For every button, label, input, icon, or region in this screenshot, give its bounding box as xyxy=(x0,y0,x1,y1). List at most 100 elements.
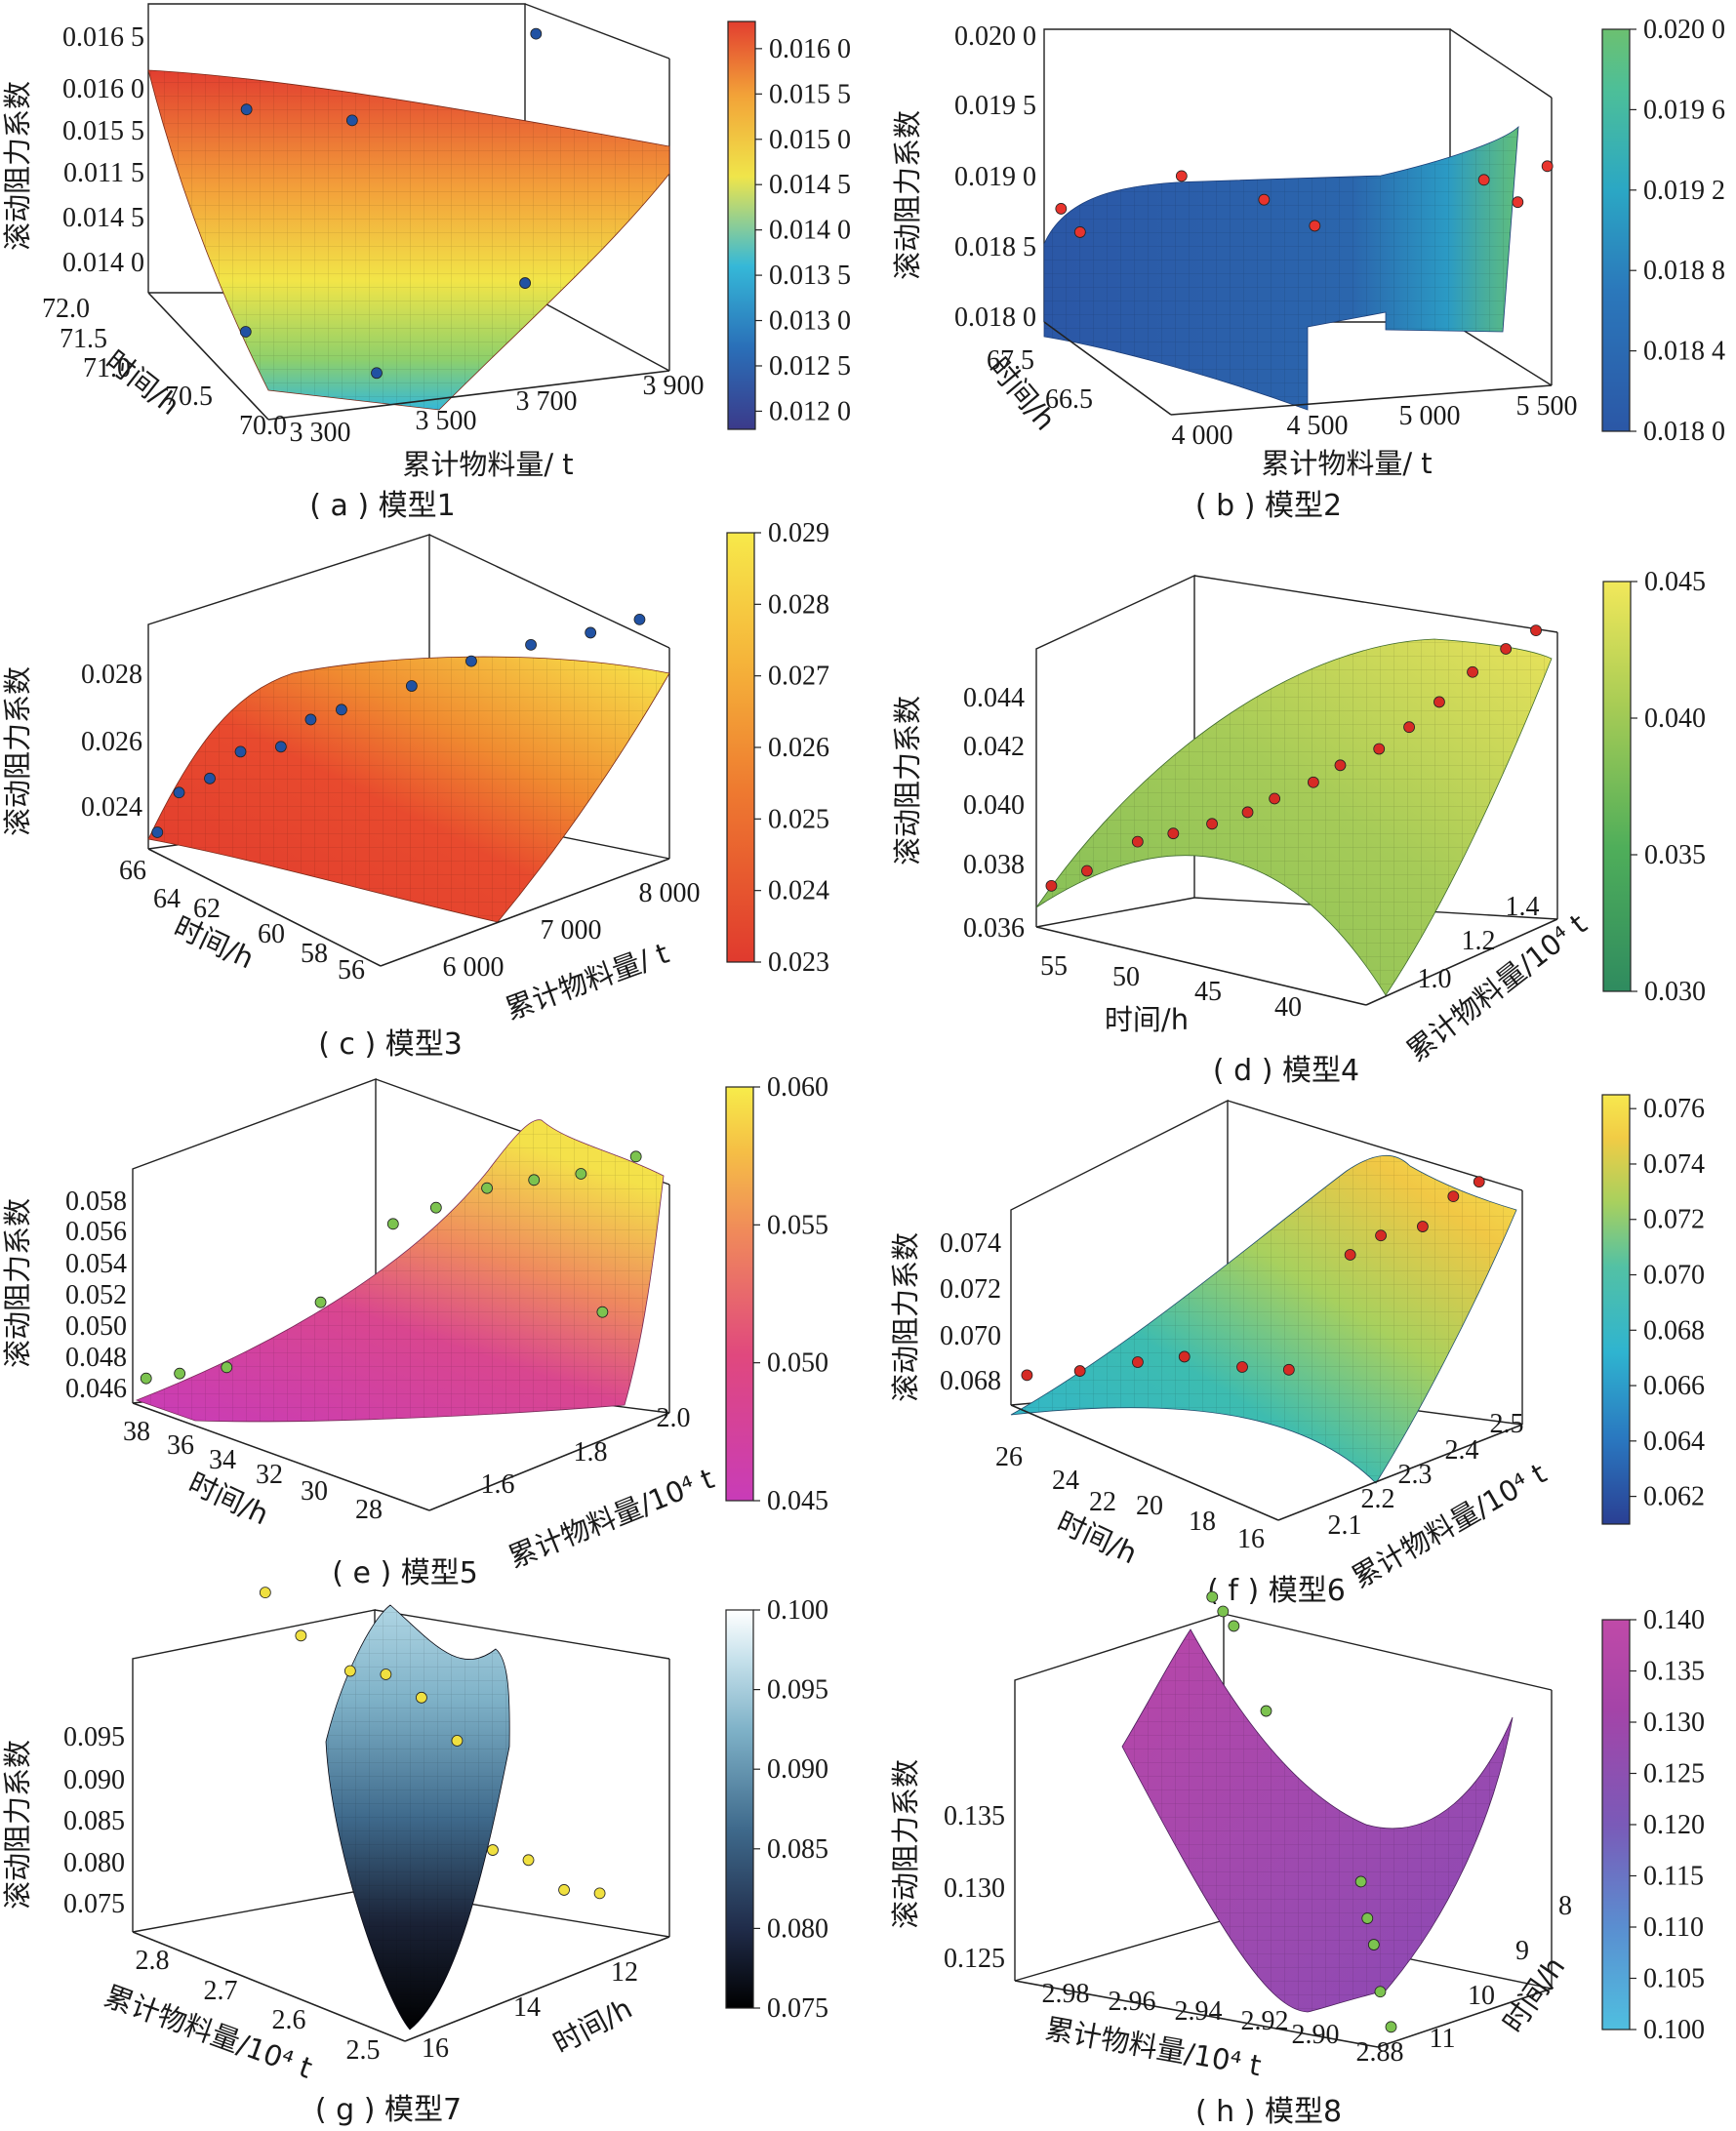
panel-a-xtick-0: 3 300 xyxy=(290,418,351,448)
colorbar-tick-label: 0.110 xyxy=(1643,1912,1704,1943)
data-point xyxy=(304,713,317,726)
panel-d-ztick-1: 0.038 xyxy=(963,850,1025,880)
panel-b-ztick-3: 0.019 5 xyxy=(954,91,1036,121)
panel-b-xtick-3: 5 500 xyxy=(1516,391,1578,422)
data-point xyxy=(1361,1912,1374,1924)
data-point xyxy=(1073,226,1086,238)
panel-e-ztick-6: 0.058 xyxy=(65,1186,127,1217)
colorbar-tick-label: 0.015 0 xyxy=(769,125,851,155)
panel-e-ytick-3: 34 xyxy=(209,1445,236,1475)
colorbar-tick-label: 0.135 xyxy=(1643,1657,1705,1687)
panel-h-zlabel: 滚动阻力系数 xyxy=(889,1759,922,1929)
panel-b-ztick-1: 0.018 5 xyxy=(954,232,1036,262)
colorbar-tick-label: 0.064 xyxy=(1643,1427,1705,1457)
panel-g: 0.095 0.090 0.085 0.080 0.075 滚动阻力系数 2.8… xyxy=(1,1587,828,2127)
data-point xyxy=(1167,827,1180,840)
panel-d-ztick-2: 0.040 xyxy=(963,790,1025,821)
panel-a-ztick-0: 0.014 0 xyxy=(62,248,144,278)
colorbar-tick-label: 0.019 2 xyxy=(1643,176,1725,206)
data-point xyxy=(1447,1190,1460,1203)
colorbar-tick-label: 0.020 0 xyxy=(1643,15,1725,45)
panel-a-ztick-4: 0.016 0 xyxy=(62,74,144,104)
colorbar-tick-label: 0.140 xyxy=(1643,1605,1705,1635)
panel-e-ztick-1: 0.048 xyxy=(65,1343,127,1373)
colorbar-tick-label: 0.013 5 xyxy=(769,261,851,291)
panel-d-colorbar-ticks: 0.030 0.035 0.040 0.045 xyxy=(1631,567,1706,1007)
colorbar-tick-label: 0.060 xyxy=(767,1072,828,1103)
colorbar-tick-label: 0.075 xyxy=(767,1993,828,2024)
data-point xyxy=(295,1629,307,1642)
data-point xyxy=(140,1372,152,1385)
panel-h-colorbar xyxy=(1601,1619,1631,2030)
colorbar-tick-label: 0.026 xyxy=(768,733,829,763)
panel-d-xtick-0: 1.0 xyxy=(1418,964,1452,994)
panel-a-ytick-3: 71.5 xyxy=(60,324,107,354)
panel-a-ytick-0: 70.0 xyxy=(239,411,287,441)
panel-d-caption: ( d ) 模型4 xyxy=(1213,1054,1359,1088)
data-point xyxy=(481,1182,493,1194)
panel-f-xtick-0: 2.1 xyxy=(1328,1510,1362,1541)
panel-a-xtick-1: 3 500 xyxy=(416,406,477,436)
panel-d-xtick-1: 1.2 xyxy=(1462,926,1496,956)
panel-f-ztick-1: 0.070 xyxy=(940,1321,1001,1351)
panel-b-zlabel: 滚动阻力系数 xyxy=(891,110,924,280)
panel-e-colorbar-ticks: 0.045 0.050 0.055 0.060 xyxy=(753,1072,828,1516)
colorbar-tick-label: 0.072 xyxy=(1643,1205,1705,1235)
panel-f-ytick-3: 22 xyxy=(1089,1487,1116,1517)
data-point xyxy=(528,1174,541,1186)
panel-b-xtick-0: 4 000 xyxy=(1172,421,1233,451)
panel-d-ytick-2: 50 xyxy=(1112,962,1140,992)
data-point xyxy=(1473,1176,1485,1188)
panel-e-ztick-2: 0.050 xyxy=(65,1311,127,1342)
data-point xyxy=(1269,792,1281,805)
colorbar-tick-label: 0.018 8 xyxy=(1643,256,1725,286)
panel-e-ytick-1: 30 xyxy=(301,1476,328,1507)
colorbar-tick-label: 0.070 xyxy=(1643,1261,1705,1291)
colorbar-tick-label: 0.095 xyxy=(767,1675,828,1706)
data-point xyxy=(1236,1361,1248,1373)
data-point xyxy=(451,1735,464,1747)
panel-g-zlabel: 滚动阻力系数 xyxy=(1,1740,34,1910)
colorbar-tick-label: 0.012 0 xyxy=(769,396,851,426)
panel-c-ytick-4: 64 xyxy=(153,884,181,914)
panel-g-xtick-0: 2.5 xyxy=(346,2035,381,2066)
panel-c-caption: ( c ) 模型3 xyxy=(318,1027,463,1062)
panel-c: 0.028 0.026 0.024 滚动阻力系数 66 64 62 60 58 … xyxy=(1,518,829,1062)
colorbar-tick-label: 0.120 xyxy=(1643,1810,1705,1840)
data-point xyxy=(519,277,531,289)
panel-a-ytick-1: 70.5 xyxy=(165,382,213,412)
panel-e-ytick-5: 38 xyxy=(123,1417,150,1447)
panel-e-colorbar xyxy=(725,1086,754,1502)
data-point xyxy=(1375,1229,1387,1242)
panel-h-points xyxy=(1206,1590,1397,2033)
panel-a-ztick-3: 0.015 5 xyxy=(62,116,144,146)
data-point xyxy=(575,1168,587,1180)
data-point xyxy=(1081,864,1093,877)
panel-e-ytick-0: 28 xyxy=(355,1495,383,1525)
colorbar-tick-label: 0.027 xyxy=(768,662,829,692)
data-point xyxy=(1403,721,1415,734)
data-point xyxy=(1258,193,1271,206)
panel-a-xtick-2: 3 700 xyxy=(516,386,578,417)
data-point xyxy=(1178,1350,1191,1363)
panel-d-xtick-2: 1.4 xyxy=(1506,892,1540,922)
data-point xyxy=(151,826,164,838)
panel-d-ytick-0: 40 xyxy=(1274,992,1302,1023)
panel-c-xtick-2: 8 000 xyxy=(639,878,701,908)
panel-b-ztick-4: 0.020 0 xyxy=(954,21,1036,52)
panel-d-colorbar xyxy=(1602,581,1632,992)
panel-h-xtick-1: 2.90 xyxy=(1292,2020,1340,2050)
panel-d-zlabel: 滚动阻力系数 xyxy=(891,696,924,865)
colorbar-tick-label: 0.014 5 xyxy=(769,170,851,200)
data-point xyxy=(1512,196,1524,209)
panel-e-xtick-2: 2.0 xyxy=(657,1403,691,1433)
data-point xyxy=(1131,835,1144,848)
panel-h-ytick-2: 10 xyxy=(1468,1981,1495,2011)
data-point xyxy=(1367,1939,1380,1950)
panel-d-points xyxy=(1045,624,1542,892)
colorbar-tick-label: 0.055 xyxy=(767,1210,828,1240)
panel-b-caption: ( b ) 模型2 xyxy=(1195,489,1342,523)
panel-e-ztick-0: 0.046 xyxy=(65,1374,127,1404)
panel-d-ztick-0: 0.036 xyxy=(963,913,1025,944)
panel-a-xlabel: 累计物料量/ t xyxy=(402,448,573,481)
